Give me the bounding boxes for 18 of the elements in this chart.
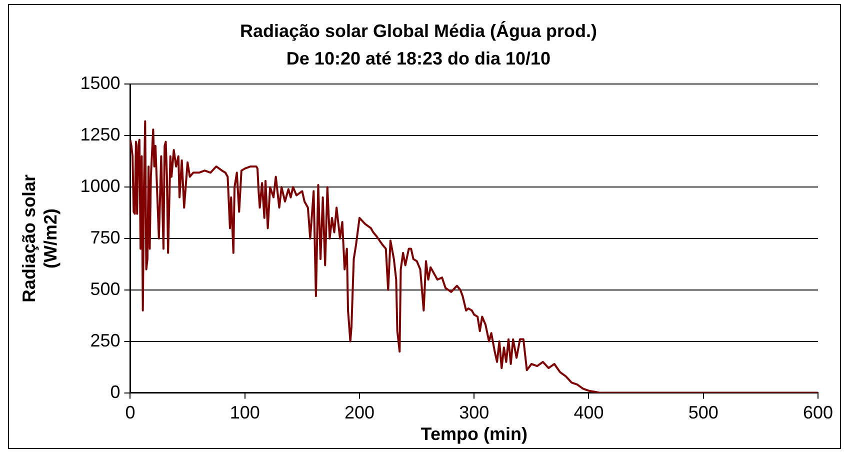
x-tick-label: 200 xyxy=(344,402,375,423)
x-tick-label: 300 xyxy=(459,402,490,423)
x-tick-label: 400 xyxy=(574,402,604,423)
x-tick-label: 600 xyxy=(802,402,834,423)
chart-title: Radiação solar Global Média (Água prod.) xyxy=(240,20,598,41)
y-axis-title: Radiação solar (W/m2) xyxy=(18,174,60,303)
y-tick-label: 1000 xyxy=(80,176,120,196)
y-tick-label: 1500 xyxy=(80,73,120,94)
x-tick-label: 0 xyxy=(125,402,136,423)
y-tick-label: 1250 xyxy=(80,124,120,145)
chart-subtitle: De 10:20 até 18:23 do dia 10/10 xyxy=(286,48,551,68)
y-tick-label: 0 xyxy=(110,382,120,402)
x-tick-label: 500 xyxy=(688,402,718,423)
y-tick-label: 500 xyxy=(90,278,120,299)
y-tick-label: 750 xyxy=(90,227,120,248)
x-axis-title: Tempo (min) xyxy=(420,424,528,444)
x-tick-label: 100 xyxy=(230,402,260,423)
y-tick-label: 250 xyxy=(90,330,120,350)
